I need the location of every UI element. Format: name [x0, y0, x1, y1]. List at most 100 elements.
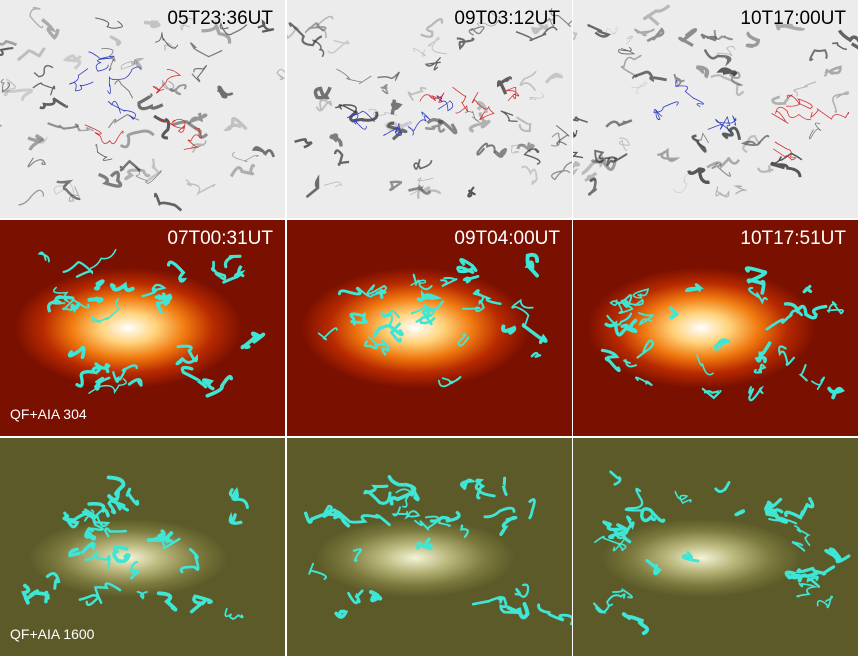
- qf-contour: [349, 312, 368, 326]
- qf-contour: [714, 481, 731, 493]
- field-streak: [476, 142, 496, 156]
- field-streak: [510, 144, 526, 154]
- field-streak: [573, 130, 578, 137]
- field-streak: [0, 78, 11, 93]
- panel-overlay: [592, 470, 851, 636]
- qf-contour: [748, 286, 768, 305]
- qf-contour: [87, 296, 104, 304]
- field-streak: [721, 126, 742, 141]
- field-streak: [108, 113, 140, 129]
- field-streak: [0, 40, 18, 47]
- field-streak: [47, 122, 79, 130]
- field-streak: [476, 101, 489, 114]
- qf-contour: [783, 302, 828, 320]
- qf-contour: [440, 277, 458, 288]
- qf-contour: [461, 293, 486, 313]
- qf-contour: [308, 562, 327, 580]
- qf-contour: [93, 376, 111, 391]
- field-streak: [0, 124, 3, 127]
- qf-contour: [592, 602, 611, 614]
- field-streak: [68, 186, 81, 202]
- field-streak: [313, 86, 332, 100]
- qf-contour: [112, 545, 131, 564]
- image-panel: [573, 438, 858, 656]
- field-streak: [673, 73, 685, 88]
- field-streak: [500, 110, 518, 122]
- qf-contour: [410, 303, 430, 315]
- qf-contour: [632, 288, 650, 299]
- field-streak: [770, 162, 802, 178]
- qf-contour: [606, 593, 626, 607]
- field-streak: [216, 85, 234, 99]
- qf-contour: [112, 364, 138, 383]
- timestamp: 10T17:00UT: [740, 8, 846, 29]
- field-streak: [456, 37, 475, 51]
- qf-contour: [471, 595, 503, 606]
- polarity-contour: [810, 108, 850, 120]
- field-streak: [29, 6, 44, 29]
- field-streak: [187, 112, 208, 125]
- field-streak: [657, 147, 681, 162]
- field-streak: [771, 95, 790, 105]
- field-streak: [155, 32, 179, 49]
- qf-contour: [701, 387, 722, 400]
- polarity-contour: [772, 141, 796, 161]
- field-streak: [837, 29, 858, 50]
- field-streak: [691, 134, 707, 153]
- qf-contour: [352, 548, 363, 562]
- qf-contour: [68, 541, 96, 558]
- field-streak: [304, 21, 327, 34]
- polarity-contour: [383, 123, 402, 136]
- field-streak: [775, 22, 806, 31]
- field-streak: [223, 117, 248, 132]
- field-streak: [626, 35, 634, 45]
- image-panel: QF+AIA 1600: [0, 438, 285, 656]
- field-streak: [464, 110, 480, 123]
- qf-contour: [793, 525, 811, 547]
- field-streak: [190, 42, 223, 58]
- polarity-contour: [707, 115, 732, 133]
- qf-contour: [765, 309, 803, 331]
- field-streak: [18, 189, 44, 206]
- polarity-contour: [471, 91, 495, 121]
- field-streak: [706, 157, 741, 170]
- field-streak: [153, 114, 171, 140]
- qf-contour: [363, 484, 392, 505]
- field-streak: [1, 88, 33, 102]
- field-streak: [37, 137, 48, 144]
- field-streak: [334, 104, 357, 113]
- qf-contour: [21, 583, 50, 605]
- field-streak: [333, 149, 350, 166]
- polarity-contour: [152, 69, 182, 94]
- polarity-contour: [675, 80, 704, 108]
- field-streak: [120, 59, 138, 70]
- field-streak: [710, 74, 745, 97]
- field-streak: [98, 170, 123, 188]
- qf-contour: [136, 590, 148, 600]
- qf-contour: [374, 289, 387, 299]
- field-streak: [119, 129, 155, 149]
- field-streak: [27, 157, 46, 168]
- qf-contour: [696, 354, 714, 376]
- qf-contour: [347, 589, 364, 605]
- timestamp: 09T03:12UT: [454, 8, 560, 29]
- qf-contour: [754, 341, 772, 364]
- qf-contour: [419, 304, 436, 325]
- polarity-contour: [419, 92, 445, 103]
- polarity-contour: [88, 51, 115, 72]
- qf-contour: [127, 377, 143, 387]
- field-streak: [95, 17, 123, 29]
- field-streak: [493, 147, 508, 158]
- qf-contour: [811, 376, 826, 390]
- panel-overlay: [37, 248, 266, 398]
- qf-contour: [602, 520, 628, 532]
- qf-contour: [109, 499, 130, 512]
- field-streak: [0, 47, 14, 56]
- qf-contour: [85, 582, 122, 607]
- qf-contour: [753, 363, 767, 374]
- qf-contour: [521, 323, 548, 345]
- field-streak: [425, 117, 446, 133]
- field-streak: [162, 79, 176, 92]
- field-streak: [124, 168, 151, 181]
